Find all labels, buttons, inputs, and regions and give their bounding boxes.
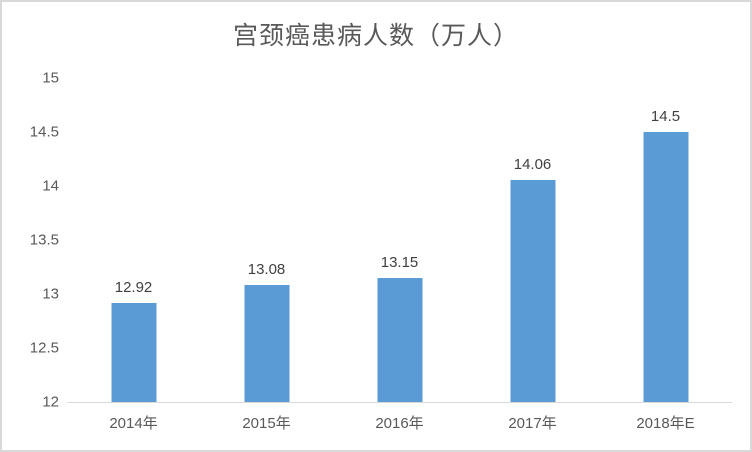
y-axis-tick-label: 14.5 [29, 123, 59, 141]
bar-value-label: 14.5 [650, 108, 681, 125]
x-axis-tick-label: 2014年 [109, 415, 158, 432]
bar-value-label: 13.08 [247, 261, 286, 279]
y-axis-tick-label: 13.5 [29, 231, 59, 249]
y-axis-tick-label: 15 [42, 69, 59, 87]
x-axis-tick-label: 2017年 [508, 415, 557, 432]
chart-title: 宫颈癌患病人数（万人） [232, 23, 519, 50]
bar [377, 277, 422, 402]
bar [643, 132, 688, 402]
y-axis-tick-label: 13 [42, 285, 59, 303]
y-axis: 15 14.5 14 13.5 13 12.5 12 [2, 70, 59, 411]
bar [111, 302, 156, 402]
bar [244, 285, 289, 402]
bar-group: 13.15 2016年 [333, 78, 466, 432]
bar-group: 12.92 2014年 [67, 78, 200, 432]
plot-area: 12.92 2014年 13.08 2015年 13.15 2016年 14.06 2017年… [67, 78, 732, 432]
y-axis-tick-label: 12 [42, 393, 59, 411]
bar [510, 179, 555, 402]
bar-value-label: 12.92 [114, 278, 153, 296]
bar-value-label: 13.15 [380, 253, 419, 271]
y-axis-tick-label: 12.5 [29, 339, 59, 357]
x-axis-tick-label: 2016年 [375, 415, 424, 432]
y-axis-tick-label: 14 [42, 177, 59, 195]
bar-value-label: 14.06 [513, 155, 552, 173]
x-axis-tick-label: 2018年E [636, 415, 695, 432]
bar-group: 13.08 2015年 [200, 78, 333, 432]
bar-group: 14.5 2018年E [599, 78, 732, 432]
x-axis-tick-label: 2015年 [242, 415, 291, 432]
bar-group: 14.06 2017年 [466, 78, 599, 432]
